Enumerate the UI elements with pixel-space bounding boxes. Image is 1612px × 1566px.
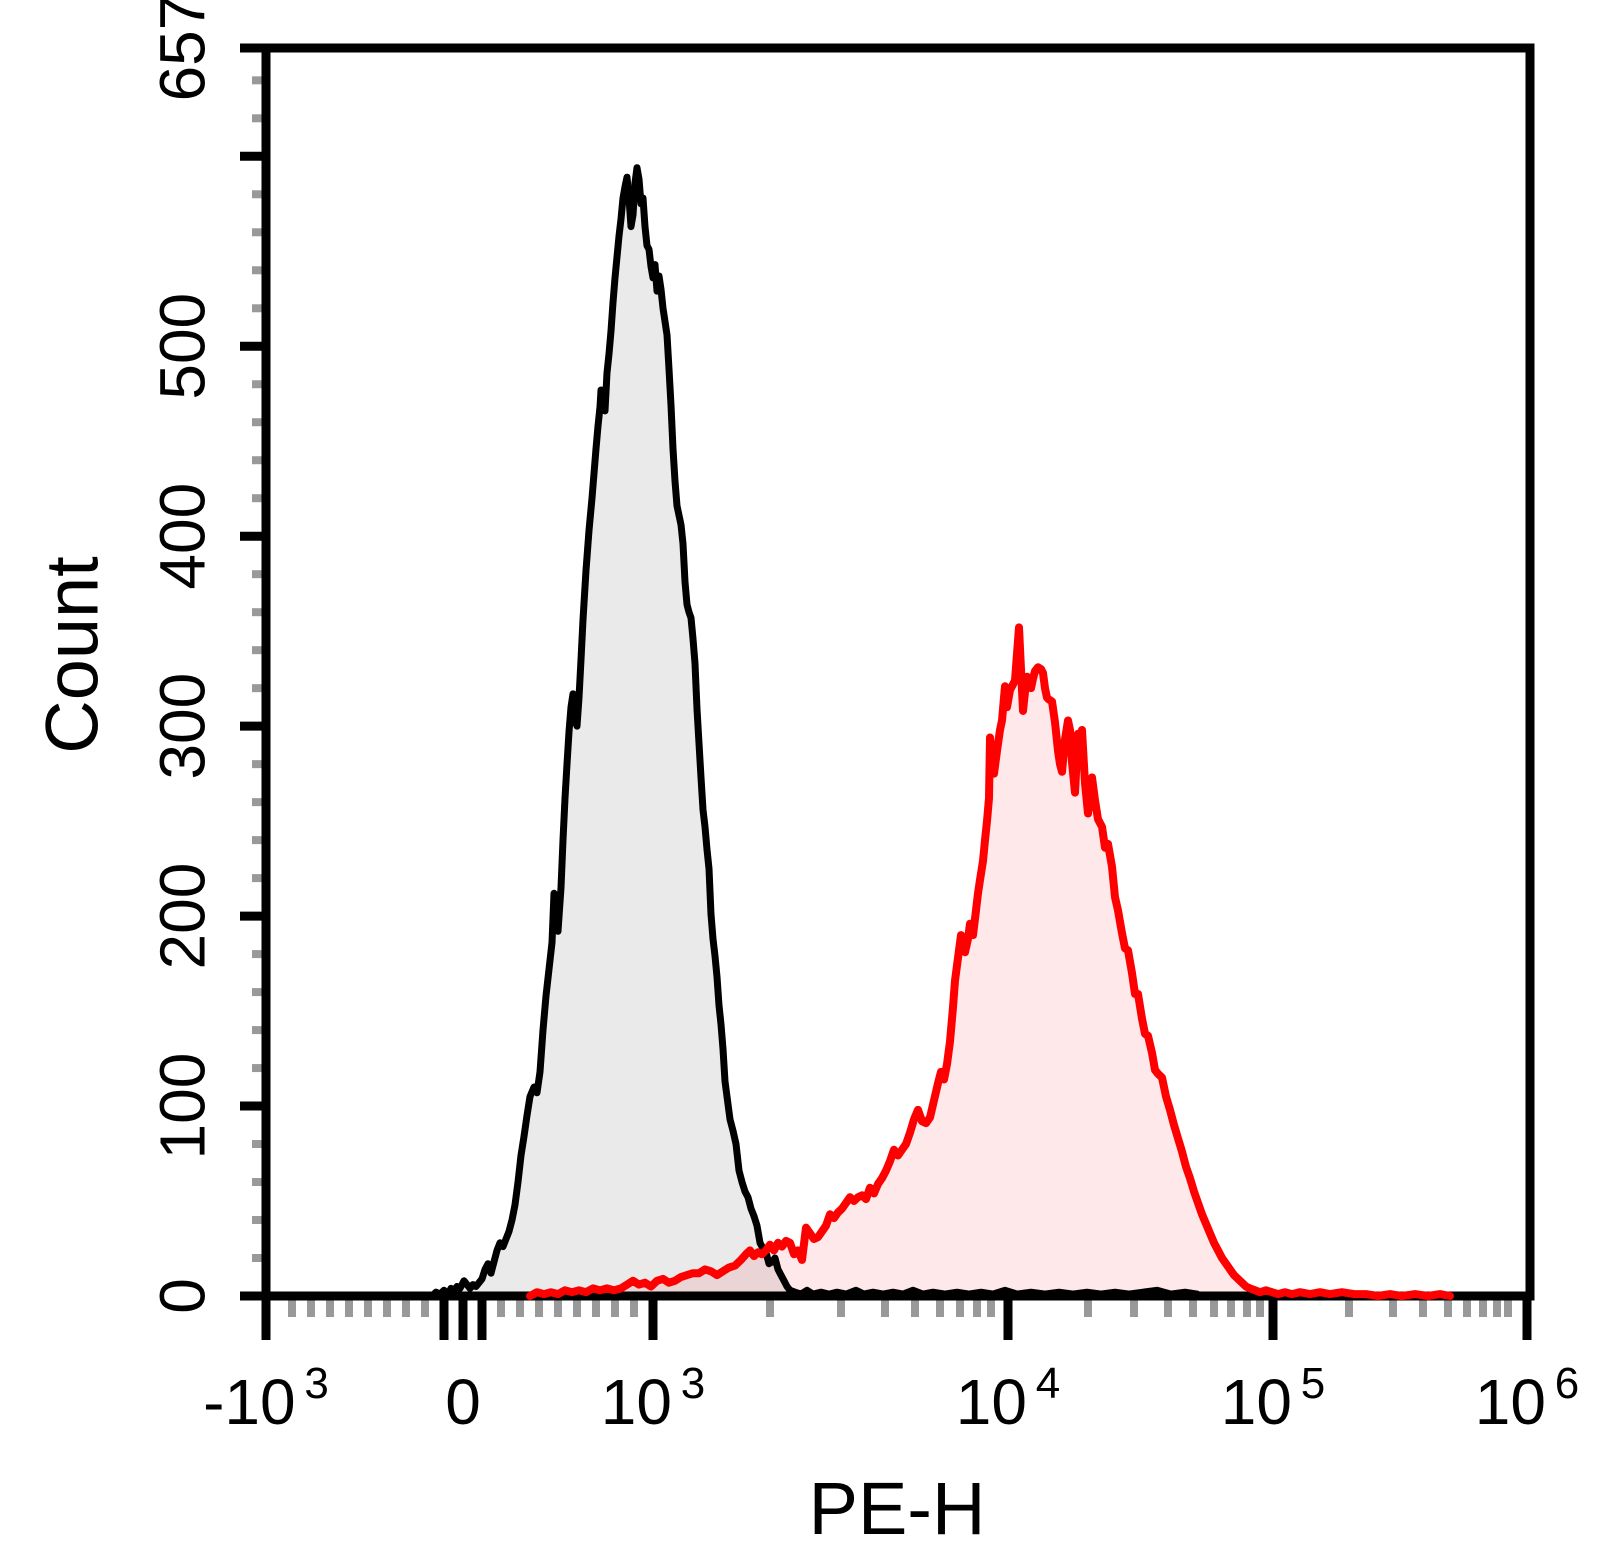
x-tick-label: 10 3 <box>601 1359 705 1438</box>
control-histogram-black-outline <box>428 164 1204 1300</box>
y-tick-label: 500 <box>146 293 218 400</box>
y-tick-label: 200 <box>146 863 218 970</box>
histogram-outlines <box>428 164 1454 1300</box>
y-tick-label: 0 <box>146 1278 218 1314</box>
control-histogram-black-fill <box>432 167 1200 1296</box>
histogram-fills <box>432 167 1450 1296</box>
y-tick-label: 300 <box>146 673 218 780</box>
x-tick-label: 0 <box>445 1366 481 1438</box>
y-tick-label: 400 <box>146 483 218 590</box>
y-axis-title: Count <box>30 556 114 754</box>
x-axis-title: PE-H <box>808 1467 986 1550</box>
x-tick-label: 10 4 <box>956 1359 1060 1438</box>
x-tick-label: 10 5 <box>1221 1359 1325 1438</box>
major-ticks <box>240 43 1532 1340</box>
y-tick-labels: 0 100 200 300 400 500 657 <box>146 0 218 1314</box>
minor-ticks <box>252 76 1512 1317</box>
y-tick-label: 100 <box>146 1053 218 1160</box>
stained-histogram-red-outline <box>526 623 1454 1300</box>
plot-box <box>261 43 1535 1340</box>
x-tick-label: 10 6 <box>1475 1359 1579 1438</box>
x-tick-label: -10 3 <box>203 1359 329 1438</box>
stained-histogram-red-fill <box>530 627 1450 1296</box>
x-tick-labels: -10 3 0 10 3 10 4 10 5 10 6 <box>203 1359 1579 1438</box>
y-tick-label: 657 <box>146 0 218 101</box>
